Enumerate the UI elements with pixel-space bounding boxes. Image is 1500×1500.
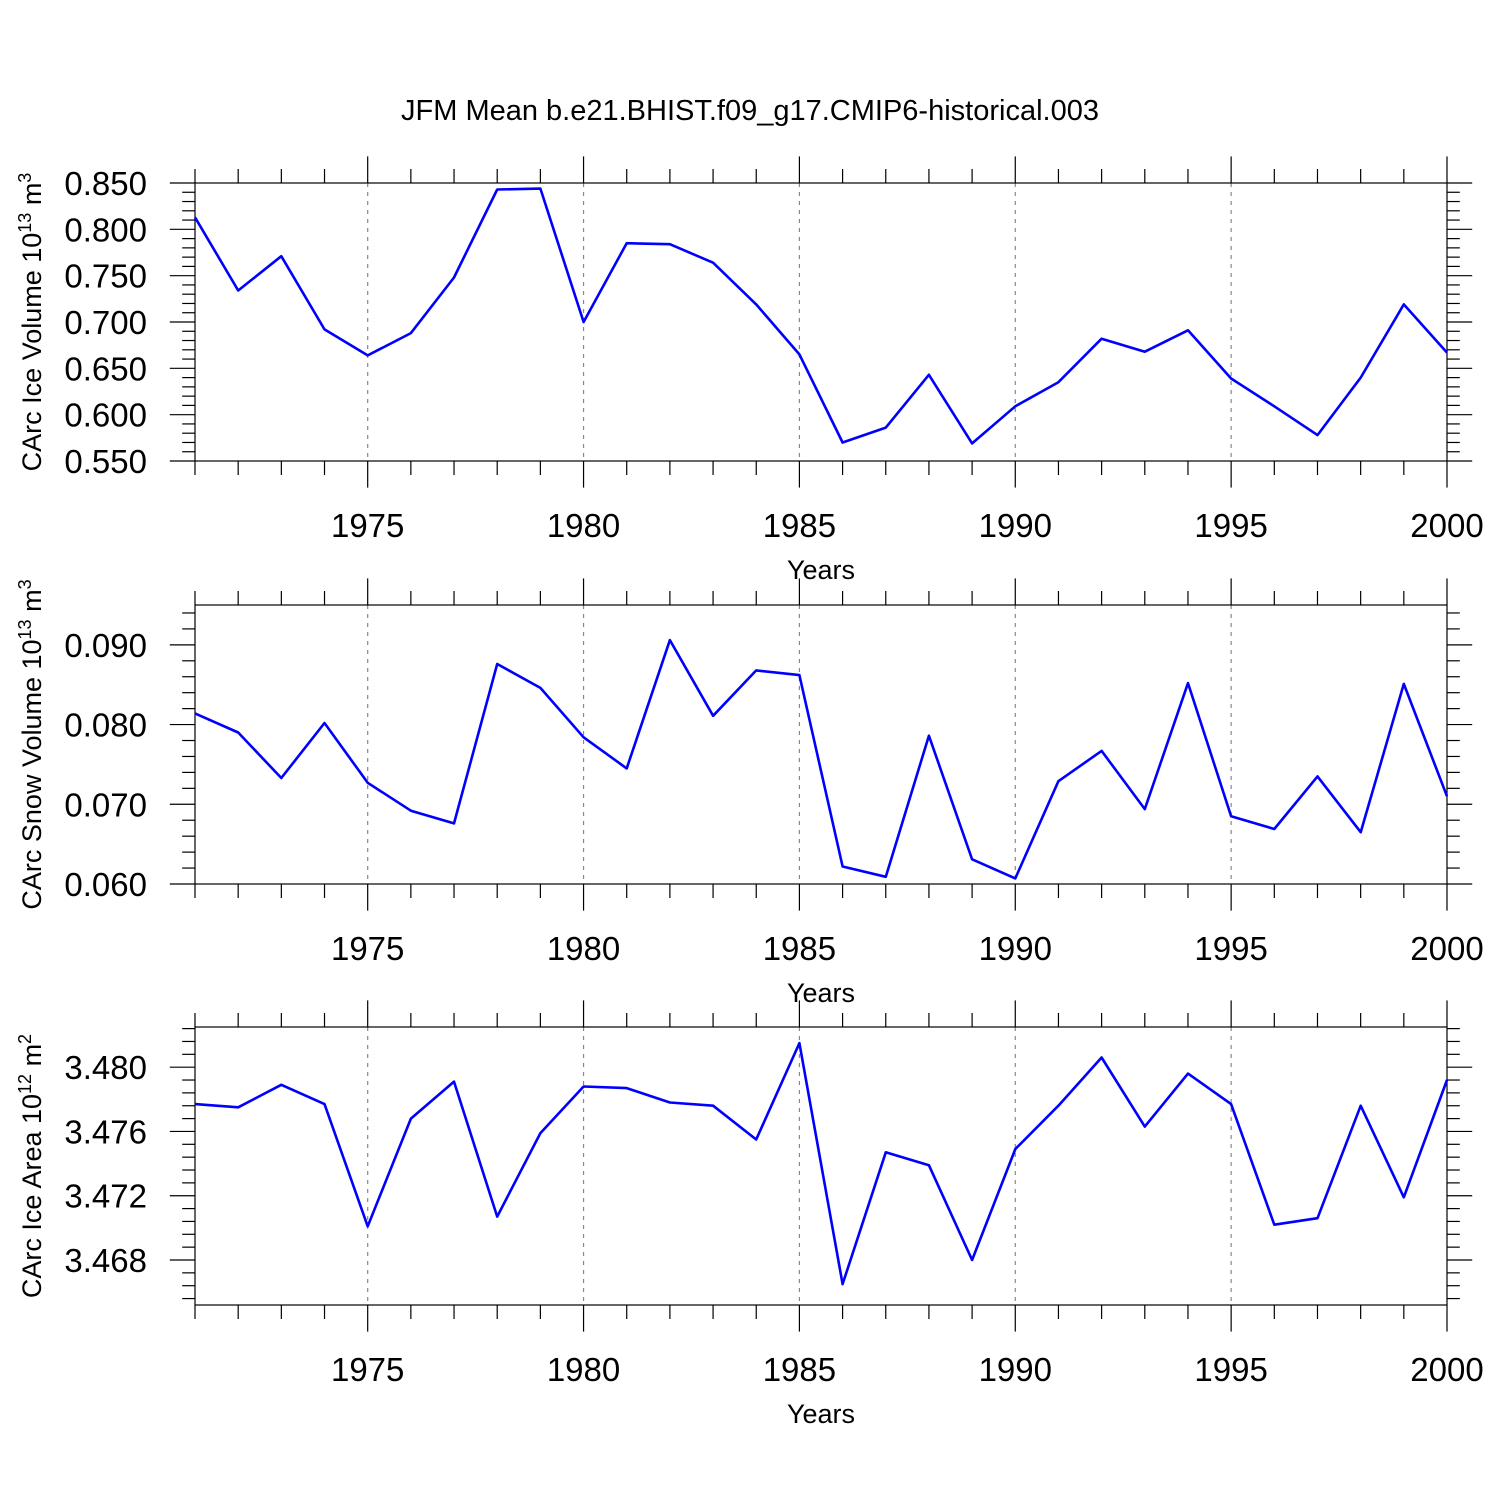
y-tick-label: 0.550 xyxy=(64,443,147,480)
x-tick-label: 1985 xyxy=(763,930,836,967)
x-axis-label: Years xyxy=(787,555,855,585)
x-axis-label: Years xyxy=(787,978,855,1008)
x-tick-label: 1990 xyxy=(979,507,1052,544)
plot-frame xyxy=(194,604,1448,885)
chart-title: JFM Mean b.e21.BHIST.f09_g17.CMIP6-histo… xyxy=(401,95,1099,127)
plot-frame xyxy=(194,182,1448,462)
y-tick-label: 3.480 xyxy=(64,1049,147,1086)
panel-snow-volume: 0.060 0.070 0.080 0.090 1975 1980 1985 1990 1995… xyxy=(15,578,1484,1008)
x-tick-label: 1990 xyxy=(979,1351,1052,1388)
y-tick-label: 0.060 xyxy=(64,866,147,903)
y-tick-label: 0.070 xyxy=(64,786,147,823)
x-tick-label: 1980 xyxy=(547,507,620,544)
series-line-ice-area xyxy=(194,1041,1449,1286)
y-axis-label: CArc Snow Volume 1013 m3 xyxy=(15,579,47,909)
panel-ice-volume: 0.550 0.600 0.650 0.700 0.750 0.800 0.850 1975 1… xyxy=(15,156,1484,585)
x-tick-label: 1995 xyxy=(1194,1351,1267,1388)
x-tick-label: 1990 xyxy=(979,930,1052,967)
x-tick-label: 1975 xyxy=(331,507,404,544)
x-axis-label: Years xyxy=(787,1399,855,1429)
x-tick-label: 1995 xyxy=(1194,930,1267,967)
x-tick-label: 1980 xyxy=(547,1351,620,1388)
x-tick-label: 1985 xyxy=(763,507,836,544)
x-tick-label: 2000 xyxy=(1410,507,1483,544)
y-tick-label: 0.800 xyxy=(64,211,147,248)
y-tick-label: 0.650 xyxy=(64,350,147,387)
x-tick-label: 1995 xyxy=(1194,507,1267,544)
y-axis-label: CArc Ice Volume 1013 m3 xyxy=(15,173,47,472)
series-line-snow-volume xyxy=(194,638,1449,880)
y-tick-label: 0.850 xyxy=(64,165,147,202)
y-tick-label: 3.472 xyxy=(64,1178,147,1215)
y-tick-label: 0.750 xyxy=(64,258,147,295)
plot-frame xyxy=(194,1026,1448,1306)
y-tick-label: 0.600 xyxy=(64,397,147,434)
y-axis-label: CArc Ice Area 1012 m2 xyxy=(15,1034,47,1298)
x-tick-label: 1985 xyxy=(763,1351,836,1388)
y-tick-label: 3.468 xyxy=(64,1242,147,1279)
panel-ice-area: 3.468 3.472 3.476 3.480 1975 1980 1985 1990 1995… xyxy=(15,1000,1484,1429)
x-tick-label: 1975 xyxy=(331,930,404,967)
y-tick-label: 0.700 xyxy=(64,304,147,341)
y-tick-label: 3.476 xyxy=(64,1113,147,1150)
x-tick-label: 2000 xyxy=(1410,930,1483,967)
x-tick-label: 2000 xyxy=(1410,1351,1483,1388)
y-tick-label: 0.080 xyxy=(64,707,147,744)
x-tick-label: 1975 xyxy=(331,1351,404,1388)
x-tick-label: 1980 xyxy=(547,930,620,967)
series-line-ice-volume xyxy=(193,187,1448,445)
y-tick-label: 0.090 xyxy=(64,627,147,664)
